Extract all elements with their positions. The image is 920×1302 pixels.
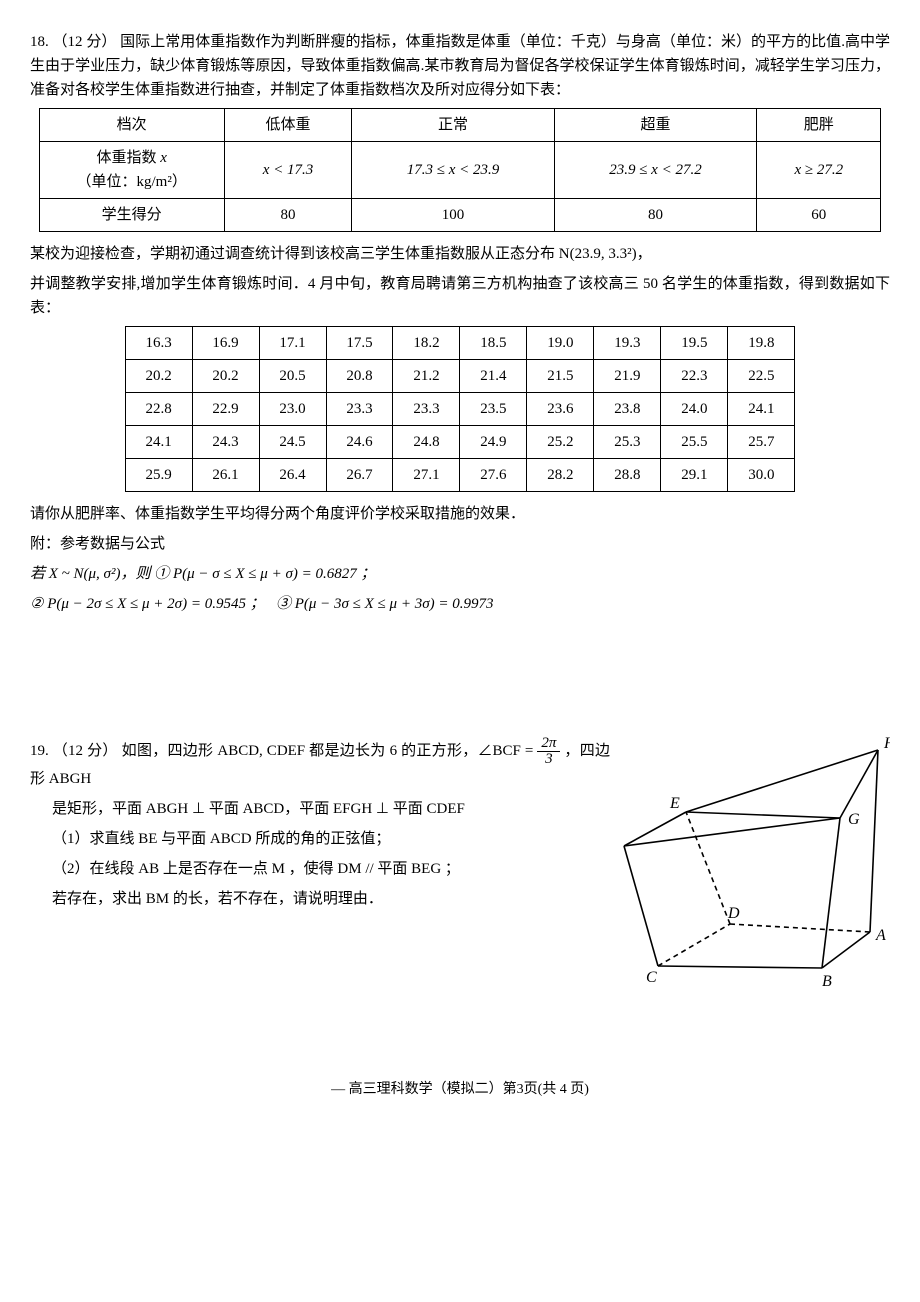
data-cell: 19.0 <box>527 327 594 360</box>
data-cell: 22.3 <box>661 360 728 393</box>
data-cell: 22.5 <box>728 360 795 393</box>
tier-row1-label: 体重指数 x（单位：kg/m²） <box>39 142 224 199</box>
data-cell: 23.3 <box>326 393 393 426</box>
vertex-label-G: G <box>848 811 860 828</box>
data-cell: 17.1 <box>259 327 326 360</box>
data-cell: 27.6 <box>460 459 527 492</box>
tier-row2-3: 60 <box>757 199 881 232</box>
p18-formula-line2: ② P(μ − 2σ ≤ X ≤ μ + 2σ) = 0.9545 ； ③ P(… <box>30 592 890 616</box>
p19-number: 19. <box>30 743 49 759</box>
tier-header-1: 低体重 <box>224 109 352 142</box>
p18-intro: 18. （12 分） 国际上常用体重指数作为判断胖瘦的指标，体重指数是体重（单位… <box>30 30 890 102</box>
data-cell: 16.9 <box>192 327 259 360</box>
p18-para2: 某校为迎接检查，学期初通过调查统计得到该校高三学生体重指数服从正态分布 N(23… <box>30 242 890 266</box>
p18-points: （12 分） <box>53 34 117 50</box>
tier-row2-0: 80 <box>224 199 352 232</box>
p18-formula-line1: 若 X ~ N(μ, σ²)，则 ① P(μ − σ ≤ X ≤ μ + σ) … <box>30 562 890 586</box>
tier-header-3: 超重 <box>554 109 756 142</box>
data-cell: 24.5 <box>259 426 326 459</box>
tier-header-4: 肥胖 <box>757 109 881 142</box>
data-cell: 21.2 <box>393 360 460 393</box>
tier-row1-3: x ≥ 27.2 <box>757 142 881 199</box>
vertex-label-E: E <box>669 795 680 812</box>
tier-row2-2: 80 <box>554 199 756 232</box>
p18-para3: 并调整教学安排,增加学生体育锻炼时间．4 月中旬，教育局聘请第三方机构抽查了该校… <box>30 272 890 320</box>
data-cell: 20.5 <box>259 360 326 393</box>
data-cell: 23.0 <box>259 393 326 426</box>
p19-line2: 是矩形，平面 ABGH ⊥ 平面 ABCD，平面 EFGH ⊥ 平面 CDEF <box>52 797 610 821</box>
vertex-label-A: A <box>875 927 886 944</box>
p19-line1: 19. （12 分） 如图，四边形 ABCD, CDEF 都是边长为 6 的正方… <box>30 736 610 791</box>
data-cell: 23.3 <box>393 393 460 426</box>
tier-row2-label: 学生得分 <box>39 199 224 232</box>
data-cell: 26.4 <box>259 459 326 492</box>
p19-q2b: 若存在，求出 BM 的长，若不存在，请说明理由． <box>52 887 610 911</box>
data-cell: 22.9 <box>192 393 259 426</box>
data-cell: 21.9 <box>594 360 661 393</box>
data-cell: 24.6 <box>326 426 393 459</box>
vertex-label-B: B <box>822 973 832 990</box>
p19-q1: （1）求直线 BE 与平面 ABCD 所成的角的正弦值； <box>52 827 610 851</box>
tier-row1-0: x < 17.3 <box>224 142 352 199</box>
data-cell: 24.9 <box>460 426 527 459</box>
tier-table: 档次 低体重 正常 超重 肥胖 体重指数 x（单位：kg/m²） x < 17.… <box>39 108 882 232</box>
p18-intro-text: 国际上常用体重指数作为判断胖瘦的指标，体重指数是体重（单位：千克）与身高（单位：… <box>30 34 890 98</box>
data-cell: 22.8 <box>125 393 192 426</box>
data-cell: 19.8 <box>728 327 795 360</box>
data-cell: 25.9 <box>125 459 192 492</box>
p18-appendix-label: 附：参考数据与公式 <box>30 532 890 556</box>
data-cell: 24.1 <box>728 393 795 426</box>
p19-points: （12 分） <box>53 743 118 759</box>
fraction-2pi-3: 2π 3 <box>537 736 560 767</box>
data-cell: 19.5 <box>661 327 728 360</box>
data-cell: 20.2 <box>125 360 192 393</box>
p19-q2: （2）在线段 AB 上是否存在一点 M ，使得 DM // 平面 BEG ； <box>52 857 610 881</box>
data-cell: 20.2 <box>192 360 259 393</box>
data-cell: 26.7 <box>326 459 393 492</box>
tier-row1-2: 23.9 ≤ x < 27.2 <box>554 142 756 199</box>
data-cell: 18.2 <box>393 327 460 360</box>
tier-header-0: 档次 <box>39 109 224 142</box>
data-cell: 24.3 <box>192 426 259 459</box>
data-cell: 24.1 <box>125 426 192 459</box>
data-cell: 24.0 <box>661 393 728 426</box>
data-cell: 27.1 <box>393 459 460 492</box>
data-cell: 21.4 <box>460 360 527 393</box>
data-cell: 19.3 <box>594 327 661 360</box>
data-table-50: 16.316.917.117.518.218.519.019.319.519.8… <box>125 326 796 492</box>
data-cell: 30.0 <box>728 459 795 492</box>
data-cell: 20.8 <box>326 360 393 393</box>
data-cell: 23.8 <box>594 393 661 426</box>
data-cell: 25.7 <box>728 426 795 459</box>
data-cell: 28.8 <box>594 459 661 492</box>
problem-19: 19. （12 分） 如图，四边形 ABCD, CDEF 都是边长为 6 的正方… <box>30 736 890 999</box>
data-cell: 23.6 <box>527 393 594 426</box>
p18-number: 18. <box>30 34 49 50</box>
data-cell: 21.5 <box>527 360 594 393</box>
data-cell: 25.2 <box>527 426 594 459</box>
data-cell: 23.5 <box>460 393 527 426</box>
data-cell: 25.3 <box>594 426 661 459</box>
problem-18: 18. （12 分） 国际上常用体重指数作为判断胖瘦的指标，体重指数是体重（单位… <box>30 30 890 616</box>
tier-row1-1: 17.3 ≤ x < 23.9 <box>352 142 554 199</box>
tier-header-2: 正常 <box>352 109 554 142</box>
vertex-label-H: H <box>883 736 890 752</box>
data-cell: 18.5 <box>460 327 527 360</box>
data-cell: 25.5 <box>661 426 728 459</box>
vertex-label-D: D <box>727 905 740 922</box>
data-cell: 29.1 <box>661 459 728 492</box>
vertex-label-C: C <box>646 969 657 986</box>
data-cell: 28.2 <box>527 459 594 492</box>
geometry-figure: ABCDEFGH <box>620 736 890 991</box>
data-cell: 24.8 <box>393 426 460 459</box>
tier-row2-1: 100 <box>352 199 554 232</box>
data-cell: 17.5 <box>326 327 393 360</box>
page-footer: — 高三理科数学（模拟二）第3页(共 4 页) <box>30 1079 890 1101</box>
p18-para4: 请你从肥胖率、体重指数学生平均得分两个角度评价学校采取措施的效果． <box>30 502 890 526</box>
data-cell: 16.3 <box>125 327 192 360</box>
data-cell: 26.1 <box>192 459 259 492</box>
